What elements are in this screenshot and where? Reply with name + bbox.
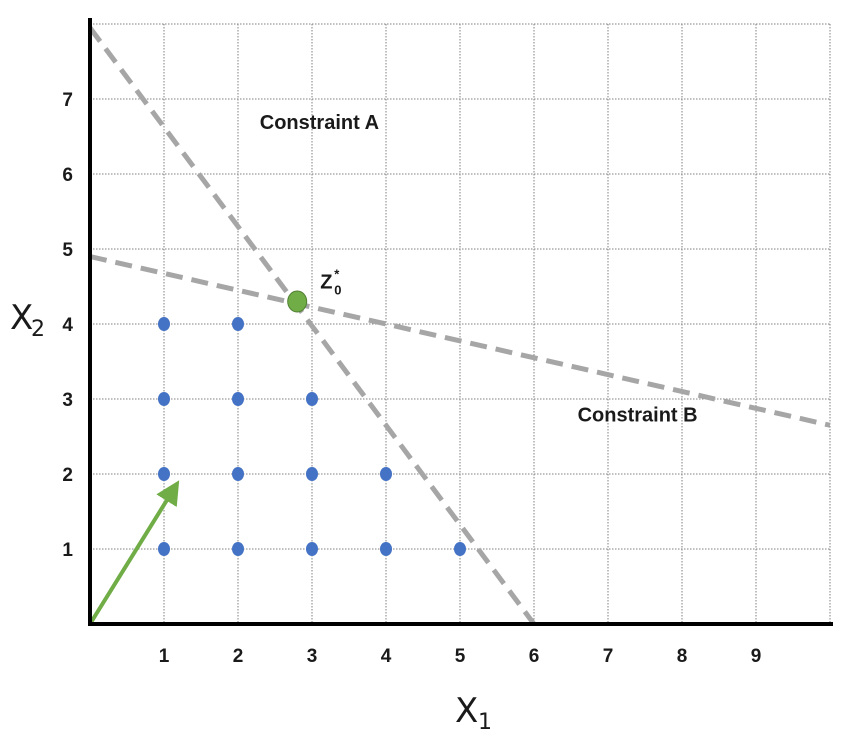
- constraint-a-label: Constraint A: [260, 112, 379, 134]
- y-tick-4: 4: [62, 315, 73, 336]
- x-axis-title-sub: 1: [478, 710, 492, 735]
- y-tick-5: 5: [62, 240, 73, 261]
- x-tick-6: 6: [529, 646, 540, 667]
- feasible-point-1-4: [158, 317, 170, 331]
- direction-arrow: [88, 480, 180, 626]
- y-tick-7: 7: [62, 90, 73, 111]
- feasible-point-3-2: [306, 467, 318, 481]
- optimum-group: Z *0: [287, 267, 341, 313]
- x-tick-5: 5: [455, 646, 466, 667]
- feasible-point-2-2: [232, 467, 244, 481]
- y-tick-1: 1: [62, 540, 73, 561]
- feasible-point-4-2: [380, 467, 392, 481]
- x-tick-1: 1: [159, 646, 170, 667]
- x-tick-9: 9: [751, 646, 762, 667]
- optimum-label-main: Z: [320, 272, 332, 294]
- constraint-lines: [87, 26, 831, 626]
- y-axis-title-sub: 2: [31, 317, 45, 342]
- constraint-b-line: [89, 254, 831, 428]
- grid-lines: [90, 23, 831, 624]
- feasible-point-3-1: [306, 542, 318, 556]
- y-axis-title: X: [10, 298, 33, 338]
- feasible-point-1-1: [158, 542, 170, 556]
- tick-labels: 1 2 3 4 5 6 7 8 9 1 2 3 4 5 6 7: [62, 90, 761, 667]
- y-tick-6: 6: [62, 165, 73, 186]
- feasible-point-4-1: [380, 542, 392, 556]
- constraint-b-label: Constraint B: [578, 405, 698, 427]
- x-axis-title: X: [455, 691, 478, 731]
- objective-direction: [88, 480, 180, 626]
- x-tick-3: 3: [307, 646, 318, 667]
- axes: [88, 18, 833, 626]
- constraint-a-line: [87, 26, 537, 626]
- feasible-point-1-3: [158, 392, 170, 406]
- feasible-point-3-3: [306, 392, 318, 406]
- feasible-point-2-4: [232, 317, 244, 331]
- x-tick-8: 8: [677, 646, 688, 667]
- feasible-point-1-2: [158, 467, 170, 481]
- feasible-points: [158, 317, 466, 556]
- optimum-label-sub: 0: [334, 283, 341, 298]
- y-tick-3: 3: [62, 390, 73, 411]
- feasible-point-5-1: [454, 542, 466, 556]
- y-tick-2: 2: [62, 465, 73, 486]
- optimum-point: [287, 290, 308, 313]
- optimum-label-sup: *: [334, 267, 340, 282]
- feasible-point-2-3: [232, 392, 244, 406]
- x-tick-2: 2: [233, 646, 244, 667]
- x-tick-4: 4: [381, 646, 392, 667]
- x-tick-7: 7: [603, 646, 614, 667]
- feasible-point-2-1: [232, 542, 244, 556]
